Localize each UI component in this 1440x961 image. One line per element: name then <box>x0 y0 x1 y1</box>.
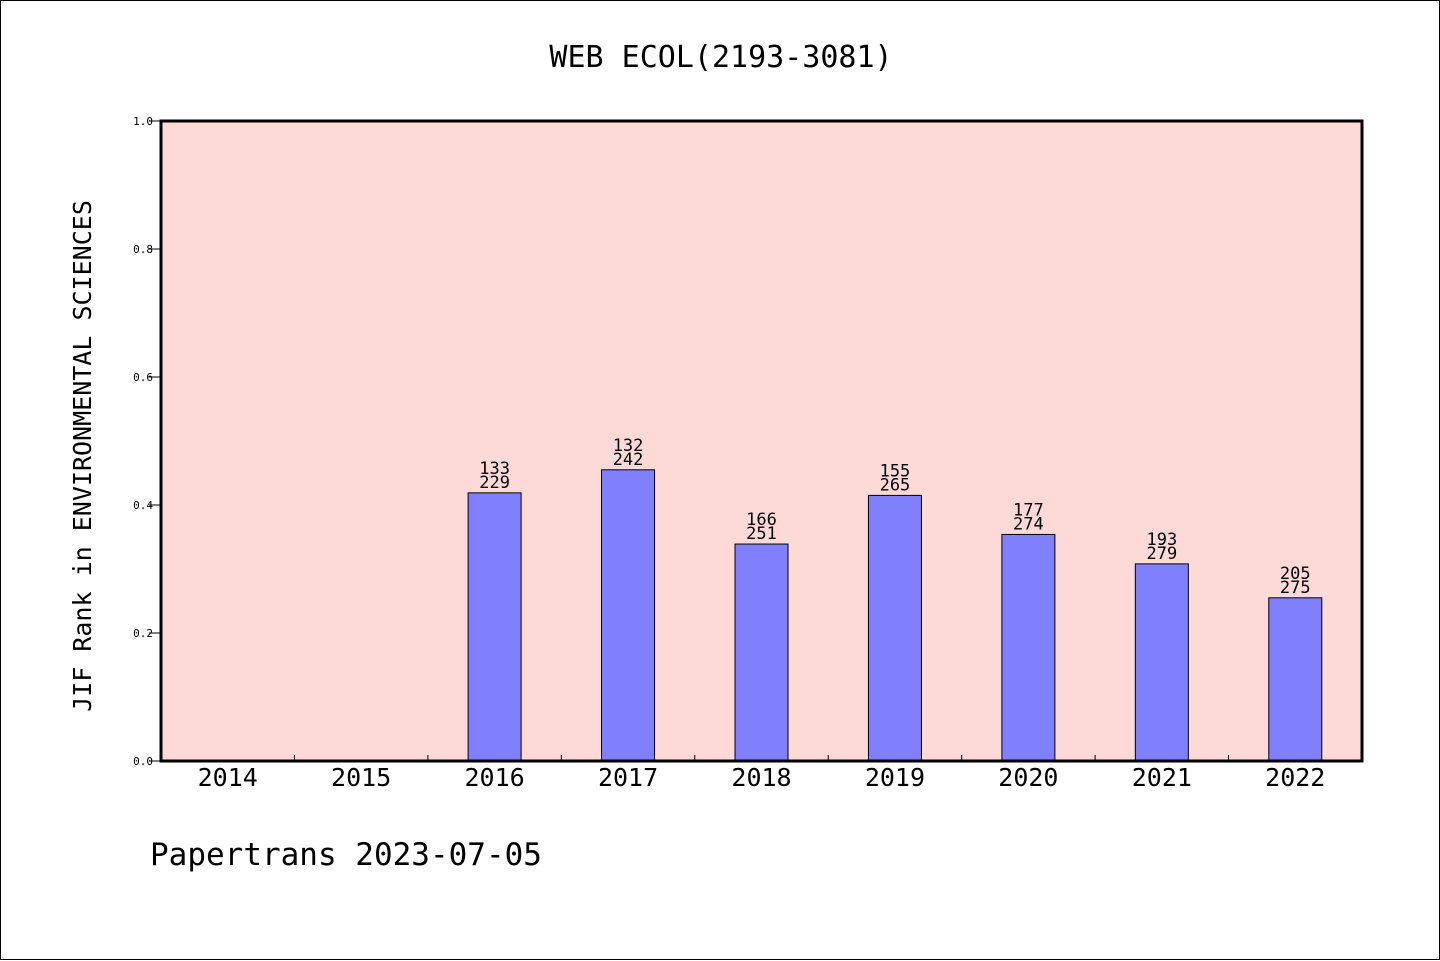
x-tick-label: 2014 <box>198 763 258 792</box>
bar-2022 <box>1268 597 1323 762</box>
bar-rank-label: 132 <box>613 436 644 456</box>
bar-total-label: 275 <box>1280 578 1311 598</box>
bar-2020 <box>1001 533 1056 762</box>
bar-2019 <box>867 494 922 762</box>
bar-rank-label: 155 <box>880 461 911 481</box>
chart-title: WEB ECOL(2193-3081) <box>549 40 892 75</box>
bar-2018 <box>734 543 789 762</box>
y-tick-label: 0.0 <box>133 755 153 768</box>
y-tick-label: 0.4 <box>133 499 153 512</box>
x-tick-label: 2019 <box>865 763 925 792</box>
bar-rank-label: 177 <box>1013 500 1044 520</box>
x-tick-label: 2017 <box>598 763 658 792</box>
y-axis-ticks: 0.0 0.2 0.4 0.6 0.8 1.0 <box>133 115 161 768</box>
bar-total-label: 265 <box>880 475 911 495</box>
x-tick-label: 2015 <box>331 763 391 792</box>
bar-total-label: 251 <box>746 524 777 544</box>
footer-text: Papertrans 2023-07-05 <box>150 837 542 873</box>
bar-rank-label: 133 <box>479 459 510 479</box>
bar-rank-label: 205 <box>1280 564 1311 584</box>
x-tick-label: 2022 <box>1265 763 1325 792</box>
bar-rank-label: 193 <box>1146 530 1177 550</box>
x-axis-ticks: 2014 2015 2016 2017 2018 2019 2020 2021 2022 <box>198 755 1325 792</box>
bar-total-label: 229 <box>479 473 510 493</box>
bar-total-label: 279 <box>1146 544 1177 564</box>
y-tick-label: 0.2 <box>133 627 153 640</box>
bar-series <box>467 469 1323 762</box>
y-tick-label: 0.6 <box>133 371 153 384</box>
bar-2016 <box>467 492 522 762</box>
x-tick-label: 2020 <box>998 763 1058 792</box>
x-tick-label: 2021 <box>1132 763 1192 792</box>
plot-border <box>159 119 1364 763</box>
y-axis-label: JIF Rank in ENVIRONMENTAL SCIENCES <box>68 200 97 712</box>
bar-total-label: 274 <box>1013 514 1044 534</box>
bar-rank-label: 166 <box>746 510 777 530</box>
bar-2021 <box>1134 563 1189 762</box>
bar-total-label: 242 <box>613 450 644 470</box>
bar-2017 <box>601 469 656 762</box>
x-tick-label: 2018 <box>731 763 791 792</box>
x-tick-label: 2016 <box>465 763 525 792</box>
y-tick-label: 1.0 <box>133 115 153 128</box>
y-tick-label: 0.8 <box>133 243 153 256</box>
